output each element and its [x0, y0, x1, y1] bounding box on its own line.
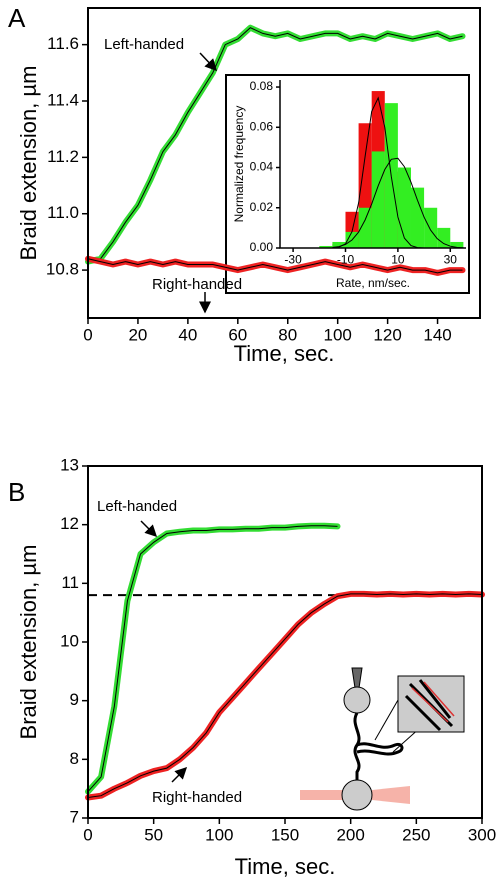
- y-tick-label: 7: [70, 807, 79, 826]
- x-axis-label: Time, sec.: [234, 341, 335, 366]
- histogram-bar: [319, 245, 333, 248]
- y-tick-label: 11.6: [47, 34, 79, 53]
- x-axis-label: Time, sec.: [235, 854, 336, 879]
- x-tick-label: 120: [373, 325, 401, 344]
- x-tick-label: 60: [228, 325, 247, 344]
- annotation: Left-handed: [104, 36, 184, 53]
- x-tick-label: 100: [323, 325, 351, 344]
- series-line: [87, 258, 463, 274]
- x-tick-label: 30: [444, 253, 458, 267]
- y-tick-label: 10.8: [46, 260, 79, 279]
- y-tick-label: 11.0: [47, 203, 79, 222]
- fit-curve: [332, 96, 425, 249]
- histogram-bar: [410, 187, 425, 248]
- axis-frame: [279, 80, 466, 249]
- histogram-bar: [371, 151, 385, 248]
- y-tick-label: 13: [60, 455, 79, 474]
- y-tick-label: 0.02: [250, 200, 274, 214]
- histogram-bar: [358, 207, 372, 248]
- plot-frame: [87, 465, 483, 819]
- x-tick-label: 140: [423, 325, 451, 344]
- y-axis-label: Braid extension, µm: [16, 66, 41, 261]
- tweezers-diagram: [300, 667, 465, 811]
- panel-label: A: [8, 3, 26, 33]
- x-tick-label: 80: [278, 325, 297, 344]
- y-tick-label: 11: [61, 573, 79, 592]
- series-line: [87, 525, 338, 792]
- x-tick-label: 300: [468, 825, 496, 844]
- series-band: [85, 522, 341, 795]
- annotation: Right-handed: [152, 276, 242, 293]
- x-tick-label: 150: [271, 825, 299, 844]
- annotation-arrow: [140, 520, 158, 538]
- panel-label: B: [8, 477, 25, 507]
- plot-frame: [87, 7, 481, 319]
- fit-curve: [332, 157, 464, 249]
- y-tick-label: 12: [60, 514, 79, 533]
- y-tick-label: 11.2: [47, 147, 79, 166]
- histogram-bar: [424, 207, 438, 248]
- y-axis-label: Braid extension, µm: [16, 545, 41, 740]
- y-tick-label: 0.04: [250, 160, 274, 174]
- y-tick-label: 10: [60, 631, 79, 650]
- annotation: Right-handed: [152, 789, 242, 806]
- y-tick-label: 0.00: [250, 240, 274, 254]
- x-tick-label: 40: [178, 325, 197, 344]
- x-tick-label: 200: [336, 825, 364, 844]
- x-axis-label: Rate, nm/sec.: [336, 276, 410, 290]
- inset-frame: [225, 74, 470, 294]
- y-axis-label: Normalized frequency: [232, 106, 246, 223]
- x-tick-label: 0: [83, 325, 92, 344]
- histogram-bar: [450, 241, 464, 248]
- x-tick-label: -30: [284, 253, 302, 267]
- y-tick-label: 11.4: [47, 90, 79, 109]
- x-tick-label: 20: [128, 325, 147, 344]
- y-tick-label: 0.06: [250, 119, 274, 133]
- x-tick-label: 100: [205, 825, 233, 844]
- y-tick-label: 0.08: [250, 79, 274, 93]
- annotation-arrow: [199, 52, 218, 72]
- x-tick-label: 10: [391, 253, 405, 267]
- series-line: [87, 593, 483, 798]
- y-tick-label: 9: [70, 690, 79, 709]
- histogram-bar: [332, 241, 346, 248]
- x-tick-label: 0: [83, 825, 92, 844]
- x-tick-label: -10: [337, 253, 355, 267]
- histogram-bar: [397, 167, 411, 248]
- x-tick-label: 50: [144, 825, 163, 844]
- series-line: [87, 27, 463, 263]
- annotation-arrow: [171, 766, 188, 783]
- y-tick-label: 8: [70, 749, 79, 768]
- annotation: Left-handed: [97, 498, 177, 515]
- x-tick-label: 250: [402, 825, 430, 844]
- histogram-bar: [437, 227, 451, 248]
